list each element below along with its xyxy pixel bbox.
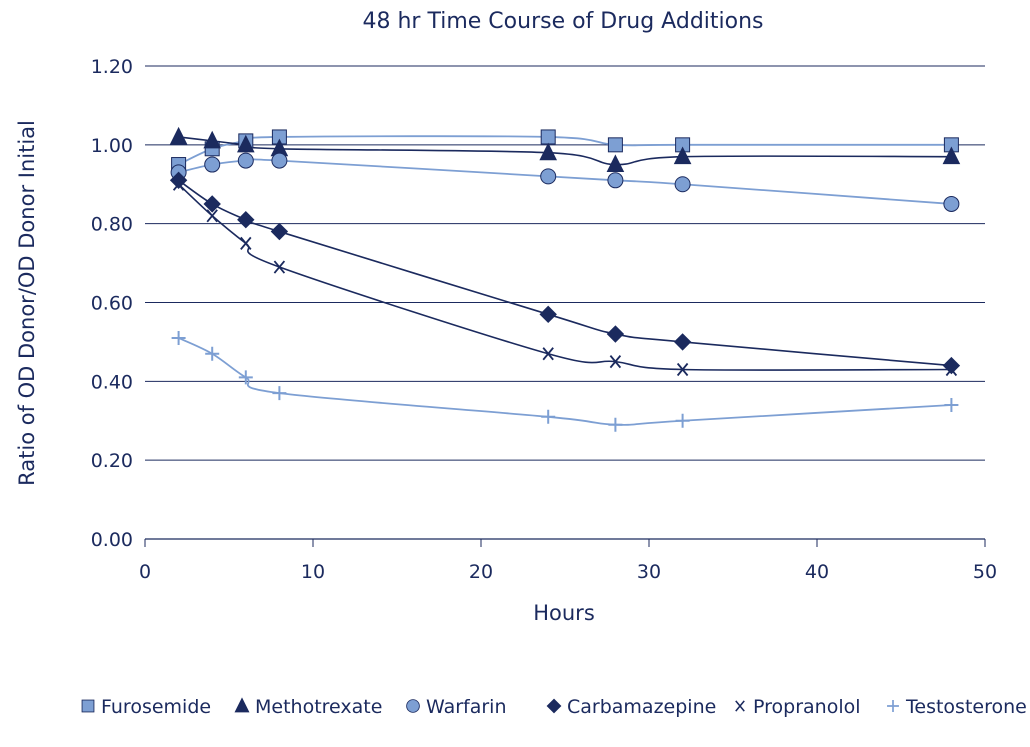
data-point-warfarin [271, 152, 288, 169]
data-point-furosemide [540, 129, 556, 145]
data-point-propranolol [945, 362, 958, 377]
series-line-warfarin [178, 158, 952, 205]
legend-label-carbamazepine: Carbamazepine [567, 696, 716, 718]
data-point-warfarin [237, 152, 254, 169]
data-point-warfarin [943, 195, 960, 212]
data-point-testosterone [272, 386, 287, 401]
data-point-furosemide [607, 137, 623, 153]
data-point-propranolol [609, 355, 622, 369]
series-line-propranolol [178, 183, 952, 371]
data-point-carbamazepine [270, 222, 289, 241]
series-line-methotrexate [178, 136, 952, 166]
data-point-methotrexate [236, 134, 255, 153]
legend-label-propranolol: Propranolol [753, 696, 861, 718]
chart-title: 48 hr Time Course of Drug Additions [363, 9, 764, 34]
x-tick-label: 50 [973, 561, 997, 583]
data-point-methotrexate [169, 126, 188, 145]
data-point-testosterone [171, 330, 186, 345]
x-tick-label: 0 [139, 561, 151, 583]
data-point-carbamazepine [203, 195, 221, 213]
data-point-carbamazepine [539, 305, 557, 324]
data-point-testosterone [541, 409, 556, 424]
legend-marker-carbamazepine [546, 698, 562, 714]
legend-marker-furosemide [81, 699, 95, 713]
data-point-testosterone [675, 413, 690, 428]
data-point-carbamazepine [169, 171, 188, 190]
x-axis-label: Hours [533, 601, 595, 625]
data-point-methotrexate [942, 146, 961, 165]
data-point-warfarin [204, 156, 221, 173]
x-tick-label: 30 [637, 561, 661, 583]
series-line-furosemide [178, 135, 952, 166]
legend-marker-methotrexate [234, 697, 250, 713]
legend-marker-warfarin [406, 699, 420, 713]
data-point-warfarin [607, 172, 624, 189]
y-tick-label: 0.00 [91, 529, 133, 551]
y-tick-label: 0.20 [91, 450, 133, 472]
data-point-warfarin [674, 176, 691, 193]
data-point-propranolol [172, 177, 185, 191]
data-point-carbamazepine [237, 211, 255, 229]
data-point-propranolol [240, 236, 252, 250]
data-point-methotrexate [539, 142, 558, 161]
legend-label-warfarin: Warfarin [426, 696, 507, 718]
y-tick-label: 0.60 [91, 293, 133, 315]
y-tick-label: 0.80 [91, 214, 133, 236]
y-tick-label: 1.00 [91, 135, 133, 157]
data-point-testosterone [238, 370, 253, 385]
data-point-carbamazepine [673, 333, 692, 351]
data-point-carbamazepine [606, 325, 625, 343]
y-tick-label: 1.20 [91, 56, 133, 78]
x-tick-label: 10 [301, 561, 325, 583]
legend-label-testosterone: Testosterone [905, 696, 1027, 718]
series-line-carbamazepine [178, 179, 952, 367]
legend-label-methotrexate: Methotrexate [255, 696, 382, 718]
data-point-propranolol [273, 260, 286, 274]
data-point-propranolol [676, 362, 689, 377]
data-point-testosterone [608, 417, 623, 432]
data-point-warfarin [540, 168, 557, 185]
data-point-propranolol [206, 209, 218, 223]
data-point-methotrexate [673, 146, 692, 165]
x-tick-label: 40 [805, 561, 829, 583]
data-point-testosterone [944, 397, 959, 412]
data-point-methotrexate [606, 154, 625, 173]
data-point-methotrexate [203, 130, 222, 149]
y-tick-label: 0.40 [91, 371, 133, 393]
legend-label-furosemide: Furosemide [101, 696, 211, 718]
x-tick-label: 20 [469, 561, 493, 583]
data-point-propranolol [542, 347, 554, 361]
data-point-carbamazepine [942, 356, 961, 375]
data-point-testosterone [205, 346, 220, 361]
legend: Furosemide Methotrexate Warfarin Carbamazep… [81, 696, 1027, 718]
legend-marker-propranolol [735, 700, 745, 712]
legend-marker-testosterone [887, 700, 899, 712]
y-axis-label: Ratio of OD Donor/OD Donor Initial [15, 120, 39, 486]
series-line-testosterone [178, 337, 952, 426]
